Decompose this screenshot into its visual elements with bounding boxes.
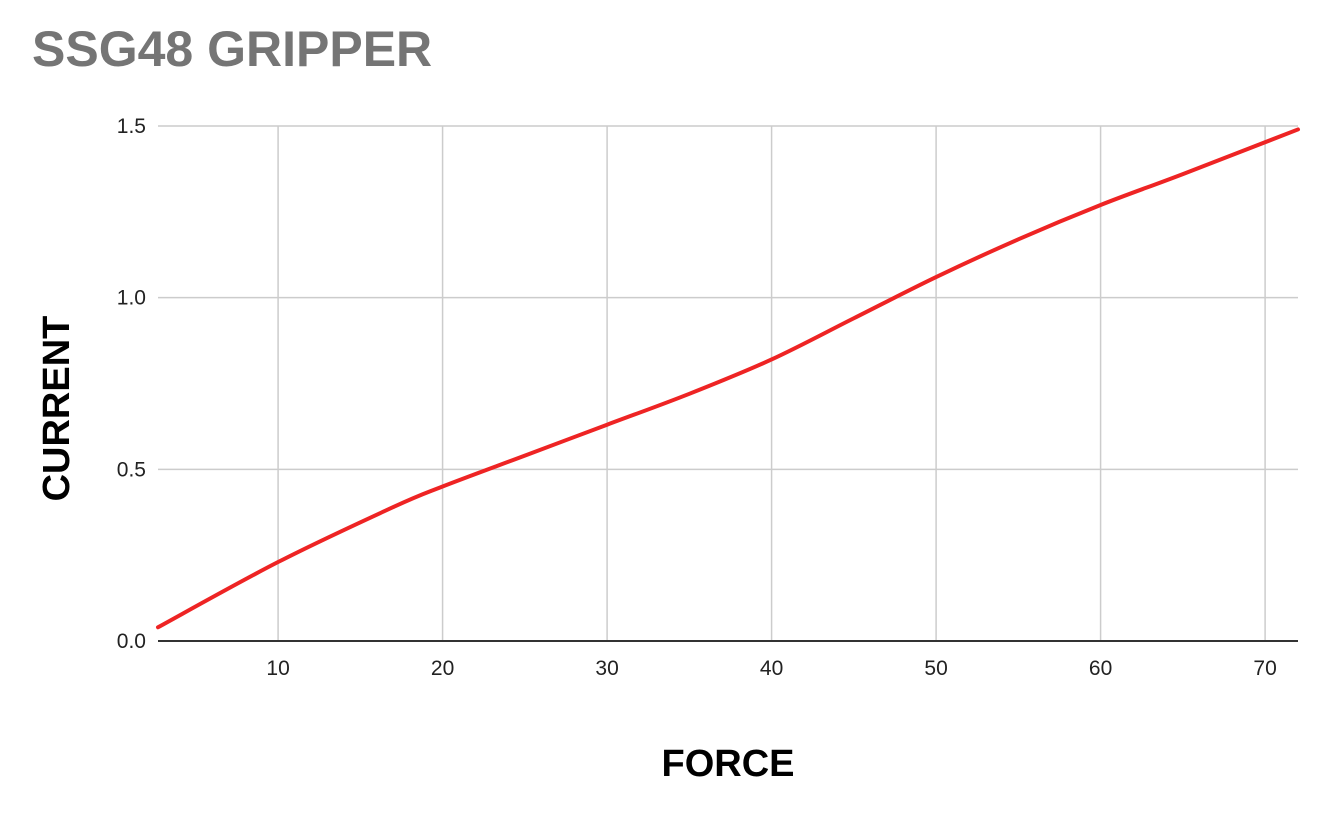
x-axis-title: FORCE	[662, 743, 795, 785]
y-tick-label: 1.0	[117, 287, 146, 310]
chart-title: SSG48 GRIPPER	[32, 21, 433, 77]
x-tick-label: 30	[595, 657, 618, 680]
series-layer	[156, 127, 1300, 630]
series-line	[156, 127, 1300, 630]
x-tick-label: 70	[1253, 657, 1276, 680]
x-tick-label: 40	[760, 657, 783, 680]
y-tick-label: 0.0	[117, 630, 146, 653]
y-tick-label: 1.5	[117, 115, 146, 138]
x-tick-label: 60	[1089, 657, 1112, 680]
tick-labels: 10 20 30 40 50 60 70 0.0 0.5 1.0 1.5	[117, 115, 1277, 680]
x-tick-label: 10	[266, 657, 289, 680]
y-axis-title: CURRENT	[36, 316, 78, 502]
x-tick-label: 50	[924, 657, 947, 680]
y-tick-label: 0.5	[117, 458, 146, 481]
gridlines	[158, 125, 1298, 642]
x-tick-label: 20	[431, 657, 454, 680]
